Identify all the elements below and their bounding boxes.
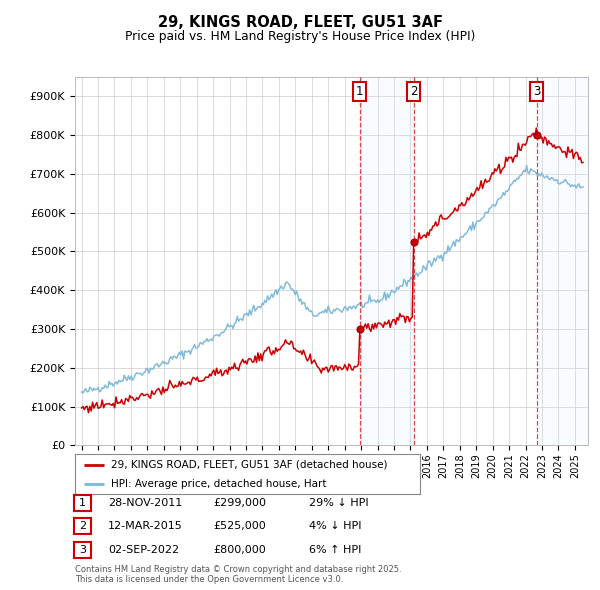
Text: £299,000: £299,000 (213, 498, 266, 507)
Text: £525,000: £525,000 (213, 522, 266, 531)
Text: £800,000: £800,000 (213, 545, 266, 555)
Text: 29% ↓ HPI: 29% ↓ HPI (309, 498, 368, 507)
Text: 4% ↓ HPI: 4% ↓ HPI (309, 522, 361, 531)
Bar (359, 77, 413, 445)
Bar (536, 77, 588, 445)
Text: 28-NOV-2011: 28-NOV-2011 (108, 498, 182, 507)
Text: 3: 3 (533, 85, 540, 98)
Text: 02-SEP-2022: 02-SEP-2022 (108, 545, 179, 555)
Text: 2: 2 (410, 85, 417, 98)
Text: Price paid vs. HM Land Registry's House Price Index (HPI): Price paid vs. HM Land Registry's House … (125, 30, 475, 43)
Text: 1: 1 (79, 498, 86, 507)
Text: 2: 2 (79, 522, 86, 531)
Text: 29, KINGS ROAD, FLEET, GU51 3AF (detached house): 29, KINGS ROAD, FLEET, GU51 3AF (detache… (111, 460, 388, 470)
Text: HPI: Average price, detached house, Hart: HPI: Average price, detached house, Hart (111, 479, 327, 489)
Text: 12-MAR-2015: 12-MAR-2015 (108, 522, 183, 531)
Text: 6% ↑ HPI: 6% ↑ HPI (309, 545, 361, 555)
Text: Contains HM Land Registry data © Crown copyright and database right 2025.
This d: Contains HM Land Registry data © Crown c… (75, 565, 401, 584)
Text: 3: 3 (79, 545, 86, 555)
Text: 1: 1 (356, 85, 364, 98)
Text: 29, KINGS ROAD, FLEET, GU51 3AF: 29, KINGS ROAD, FLEET, GU51 3AF (157, 15, 443, 30)
